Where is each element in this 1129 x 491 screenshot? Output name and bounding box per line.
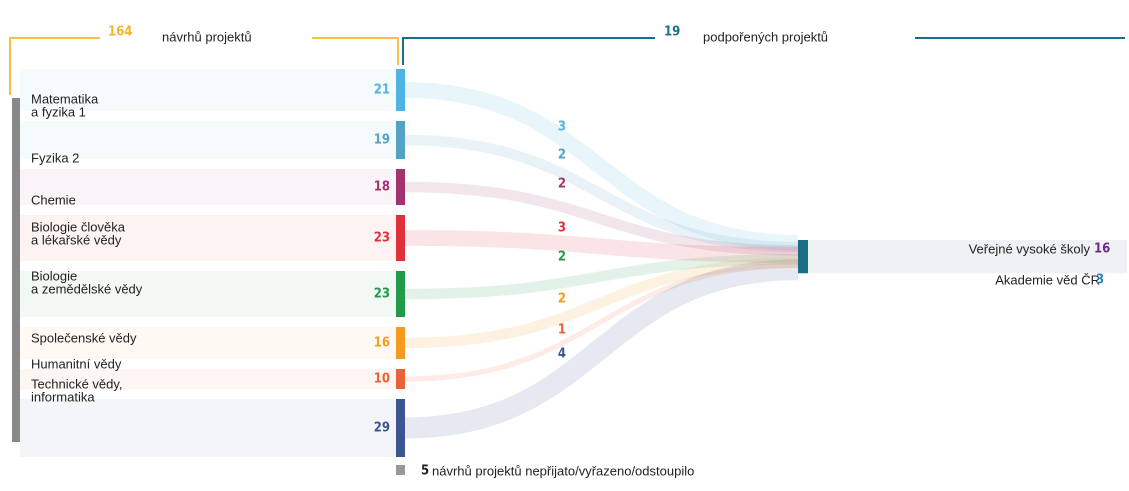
field-label: Humanitní vědy	[31, 356, 122, 371]
field-bar	[396, 327, 405, 359]
target-count: 3	[1096, 273, 1104, 288]
flow	[404, 181, 799, 256]
supported: 4	[558, 347, 566, 362]
field-bar	[396, 69, 405, 111]
supported: 2	[558, 250, 566, 265]
supported: 1	[558, 323, 566, 338]
supported: 2	[558, 177, 566, 192]
proposals: 23	[374, 231, 390, 246]
field-bar	[396, 399, 405, 457]
panel	[20, 399, 396, 457]
proposals: 19	[374, 133, 390, 148]
rejected-count: 5	[421, 464, 429, 479]
flow	[404, 82, 799, 251]
proposals: 16	[374, 336, 390, 351]
field-bar	[396, 215, 405, 261]
target-bar	[798, 240, 808, 274]
supported-label: podpořených projektů	[703, 29, 828, 44]
field-bar	[396, 169, 405, 205]
panel	[20, 215, 396, 261]
bracket-left	[312, 37, 399, 65]
supported: 2	[558, 292, 566, 307]
proposals: 21	[374, 83, 390, 98]
flow	[404, 259, 799, 439]
field-label: Společenské vědy	[31, 330, 137, 345]
panel	[20, 369, 396, 389]
rejected-bar	[396, 465, 405, 475]
bracket-right	[402, 37, 655, 65]
bracket-left	[9, 37, 100, 95]
proposals-count: 164	[108, 25, 132, 40]
field-label: a zemědělské vědy	[31, 281, 143, 296]
supported: 3	[558, 120, 566, 135]
field-label: a lékařské vědy	[31, 232, 122, 247]
flows	[20, 69, 1127, 457]
proposals: 23	[374, 287, 390, 302]
panel	[20, 69, 396, 111]
proposals-label: návrhů projektů	[162, 29, 252, 44]
target-flow	[808, 268, 1127, 274]
supported: 3	[558, 221, 566, 236]
flow	[404, 134, 799, 253]
panel	[20, 121, 396, 159]
field-label: Matematika	[31, 91, 99, 106]
field-label: Chemie	[31, 192, 76, 207]
target-flow	[808, 240, 1127, 268]
field-label: a fyzika 1	[31, 104, 86, 119]
flow	[404, 230, 799, 263]
proposals: 29	[374, 421, 390, 436]
field-bar	[396, 369, 405, 389]
panel	[20, 271, 396, 317]
field-label: informatika	[31, 389, 95, 404]
field-label: Biologie člověka	[31, 219, 126, 234]
flow	[404, 254, 799, 300]
flow	[404, 262, 799, 382]
field-label: Technické vědy,	[31, 376, 123, 391]
side-bar	[12, 98, 20, 442]
target-count: 16	[1094, 242, 1110, 257]
proposals: 10	[374, 372, 390, 387]
rejected-label: návrhů projektů nepřijato/vyřazeno/odsto…	[432, 463, 694, 478]
flow	[404, 257, 799, 349]
field-label: Fyzika 2	[31, 150, 79, 165]
supported-count: 19	[664, 25, 680, 40]
field-bar	[396, 121, 405, 159]
field-label: Biologie	[31, 268, 77, 283]
target-label: Akademie věd ČR	[995, 272, 1100, 287]
supported: 2	[558, 148, 566, 163]
target-label: Veřejné vysoké školy	[969, 241, 1091, 256]
proposals: 18	[374, 180, 390, 195]
panel	[20, 327, 396, 359]
panel	[20, 169, 396, 205]
field-bar	[396, 271, 405, 317]
